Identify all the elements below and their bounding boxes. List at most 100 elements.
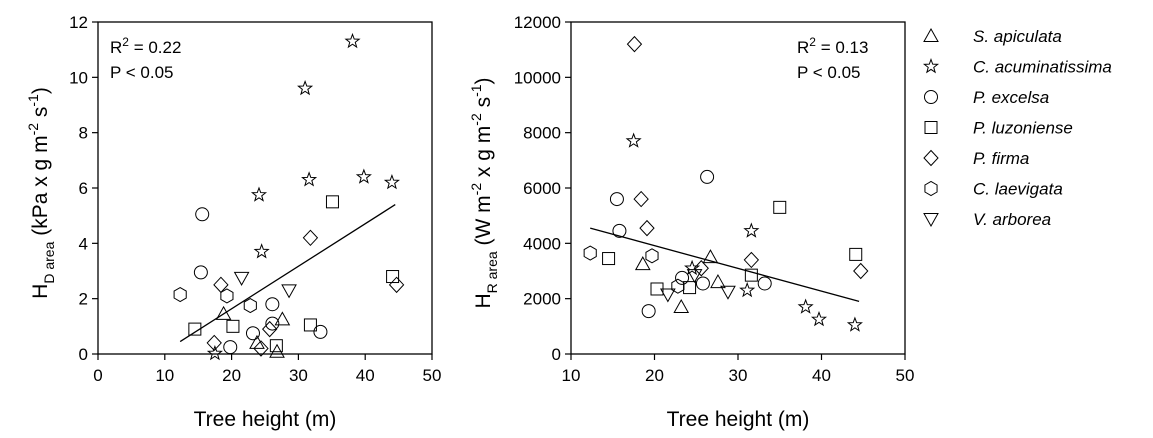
right-point-hexagon	[583, 245, 597, 261]
right-x-tick-label: 20	[645, 366, 664, 385]
left-point-circle	[265, 316, 280, 331]
left-point-triangle-up	[269, 343, 285, 358]
legend-symbol-hexagon	[924, 180, 938, 197]
left-p-value-label: P < 0.05	[110, 63, 174, 82]
left-point-star	[355, 168, 372, 184]
right-point-star	[684, 259, 701, 276]
right-point-triangle-down	[720, 285, 736, 300]
right-point-square	[773, 200, 787, 214]
right-point-star	[743, 222, 760, 238]
left-point-triangle-up	[215, 305, 232, 320]
right-x-tick-label: 30	[729, 366, 748, 385]
left-y-axis-label: HD area (kPa x g m-2 s-1)	[25, 87, 57, 299]
legend-symbol-circle	[924, 90, 938, 104]
right-x-tick-label: 50	[896, 366, 915, 385]
right-chart-panel: 10 20 30 40 50 0 2000 4000 6000 8000 10000 12000 Tre…	[468, 13, 914, 431]
right-point-triangle-up	[673, 298, 690, 313]
right-y-tick-label: 2000	[523, 290, 561, 309]
left-point-diamond	[206, 334, 222, 352]
right-point-star	[797, 298, 814, 314]
right-point-hexagon	[671, 278, 685, 294]
right-x-tick-label: 10	[562, 366, 581, 385]
left-y-tick-label: 4	[79, 234, 88, 253]
right-point-circle	[641, 304, 656, 319]
left-point-triangle-down	[233, 271, 250, 286]
left-y-tick-label: 10	[69, 68, 88, 87]
left-point-triangle-up	[274, 311, 291, 326]
right-point-triangle-up	[710, 274, 726, 289]
left-point-star	[206, 344, 223, 361]
right-point-square	[602, 252, 616, 266]
left-point-diamond	[388, 276, 405, 294]
left-chart-panel: 0 10 20 30 40 50 0 2 4 6 8 10 12 Tree height (m) HD ar…	[25, 13, 441, 431]
legend-symbol-diamond	[923, 149, 939, 167]
left-point-circle	[265, 297, 280, 312]
right-point-diamond	[853, 262, 869, 280]
right-point-diamond	[743, 251, 760, 269]
left-point-circle	[193, 265, 208, 280]
left-point-diamond	[261, 320, 278, 338]
left-point-hexagon	[220, 288, 234, 304]
left-point-circle	[313, 324, 328, 339]
left-point-circle	[195, 207, 210, 222]
left-x-tick-label: 20	[222, 366, 241, 385]
right-x-tick-label: 40	[812, 366, 831, 385]
right-y-tick-label: 0	[552, 345, 561, 364]
left-point-star	[383, 174, 400, 190]
legend-label: S. apiculata	[973, 27, 1062, 46]
legend-symbol-triangle-down	[923, 213, 939, 228]
right-point-diamond	[626, 35, 643, 53]
right-point-triangle-up	[702, 249, 719, 264]
left-point-circle	[245, 326, 260, 341]
left-r-squared-label: R2 = 0.22	[110, 35, 181, 57]
right-y-tick-label: 8000	[523, 124, 561, 143]
left-point-square	[226, 319, 240, 333]
left-y-tick-label: 6	[79, 179, 88, 198]
left-point-square	[303, 318, 317, 332]
right-point-diamond	[693, 260, 709, 277]
left-point-hexagon	[173, 286, 187, 303]
left-point-square	[188, 322, 202, 336]
right-point-circle	[675, 270, 690, 285]
right-point-square	[849, 247, 863, 261]
right-point-triangle-down	[660, 288, 676, 303]
legend-label: P. excelsa	[973, 88, 1049, 107]
left-point-hexagon	[243, 298, 257, 314]
left-point-triangle-down	[281, 284, 297, 299]
right-point-circle	[612, 223, 627, 238]
right-point-triangle-down	[686, 269, 703, 284]
right-y-tick-label: 4000	[523, 234, 561, 253]
right-p-value-label: P < 0.05	[797, 63, 861, 82]
legend-symbol-square	[924, 121, 938, 134]
left-x-tick-label: 30	[289, 366, 308, 385]
legend-symbol-star	[922, 58, 940, 74]
right-point-star	[739, 281, 756, 298]
right-y-tick-label: 10000	[514, 68, 561, 87]
right-point-star	[810, 310, 828, 327]
legend-symbol-triangle-up	[923, 27, 939, 42]
left-x-tick-label: 50	[423, 366, 442, 385]
right-r-squared-label: R2 = 0.13	[797, 35, 868, 57]
right-regression-line	[590, 227, 860, 303]
right-point-circle	[609, 192, 624, 207]
legend-label: P. luzoniense	[973, 119, 1073, 138]
right-point-hexagon	[645, 248, 659, 264]
left-y-tick-label: 2	[79, 290, 88, 309]
left-x-tick-label: 0	[93, 366, 102, 385]
left-regression-line	[179, 204, 396, 343]
right-y-axis-label: HR area (W m-2 x g m-2 s-1)	[468, 77, 500, 308]
legend-label: V. arborea	[973, 210, 1051, 229]
right-point-star	[846, 316, 863, 332]
chart-legend: S. apiculata C. acuminatissima P. excelsa P…	[922, 27, 1112, 229]
left-y-tick-label: 0	[79, 345, 88, 364]
right-point-circle	[700, 169, 715, 184]
left-point-square	[325, 195, 339, 209]
legend-label: P. firma	[973, 149, 1029, 168]
right-y-tick-label: 12000	[514, 13, 561, 32]
legend-label: C. laevigata	[973, 180, 1063, 199]
left-x-tick-label: 10	[155, 366, 174, 385]
left-y-tick-label: 12	[69, 13, 88, 32]
right-point-square	[744, 268, 758, 282]
left-point-star	[250, 186, 268, 202]
